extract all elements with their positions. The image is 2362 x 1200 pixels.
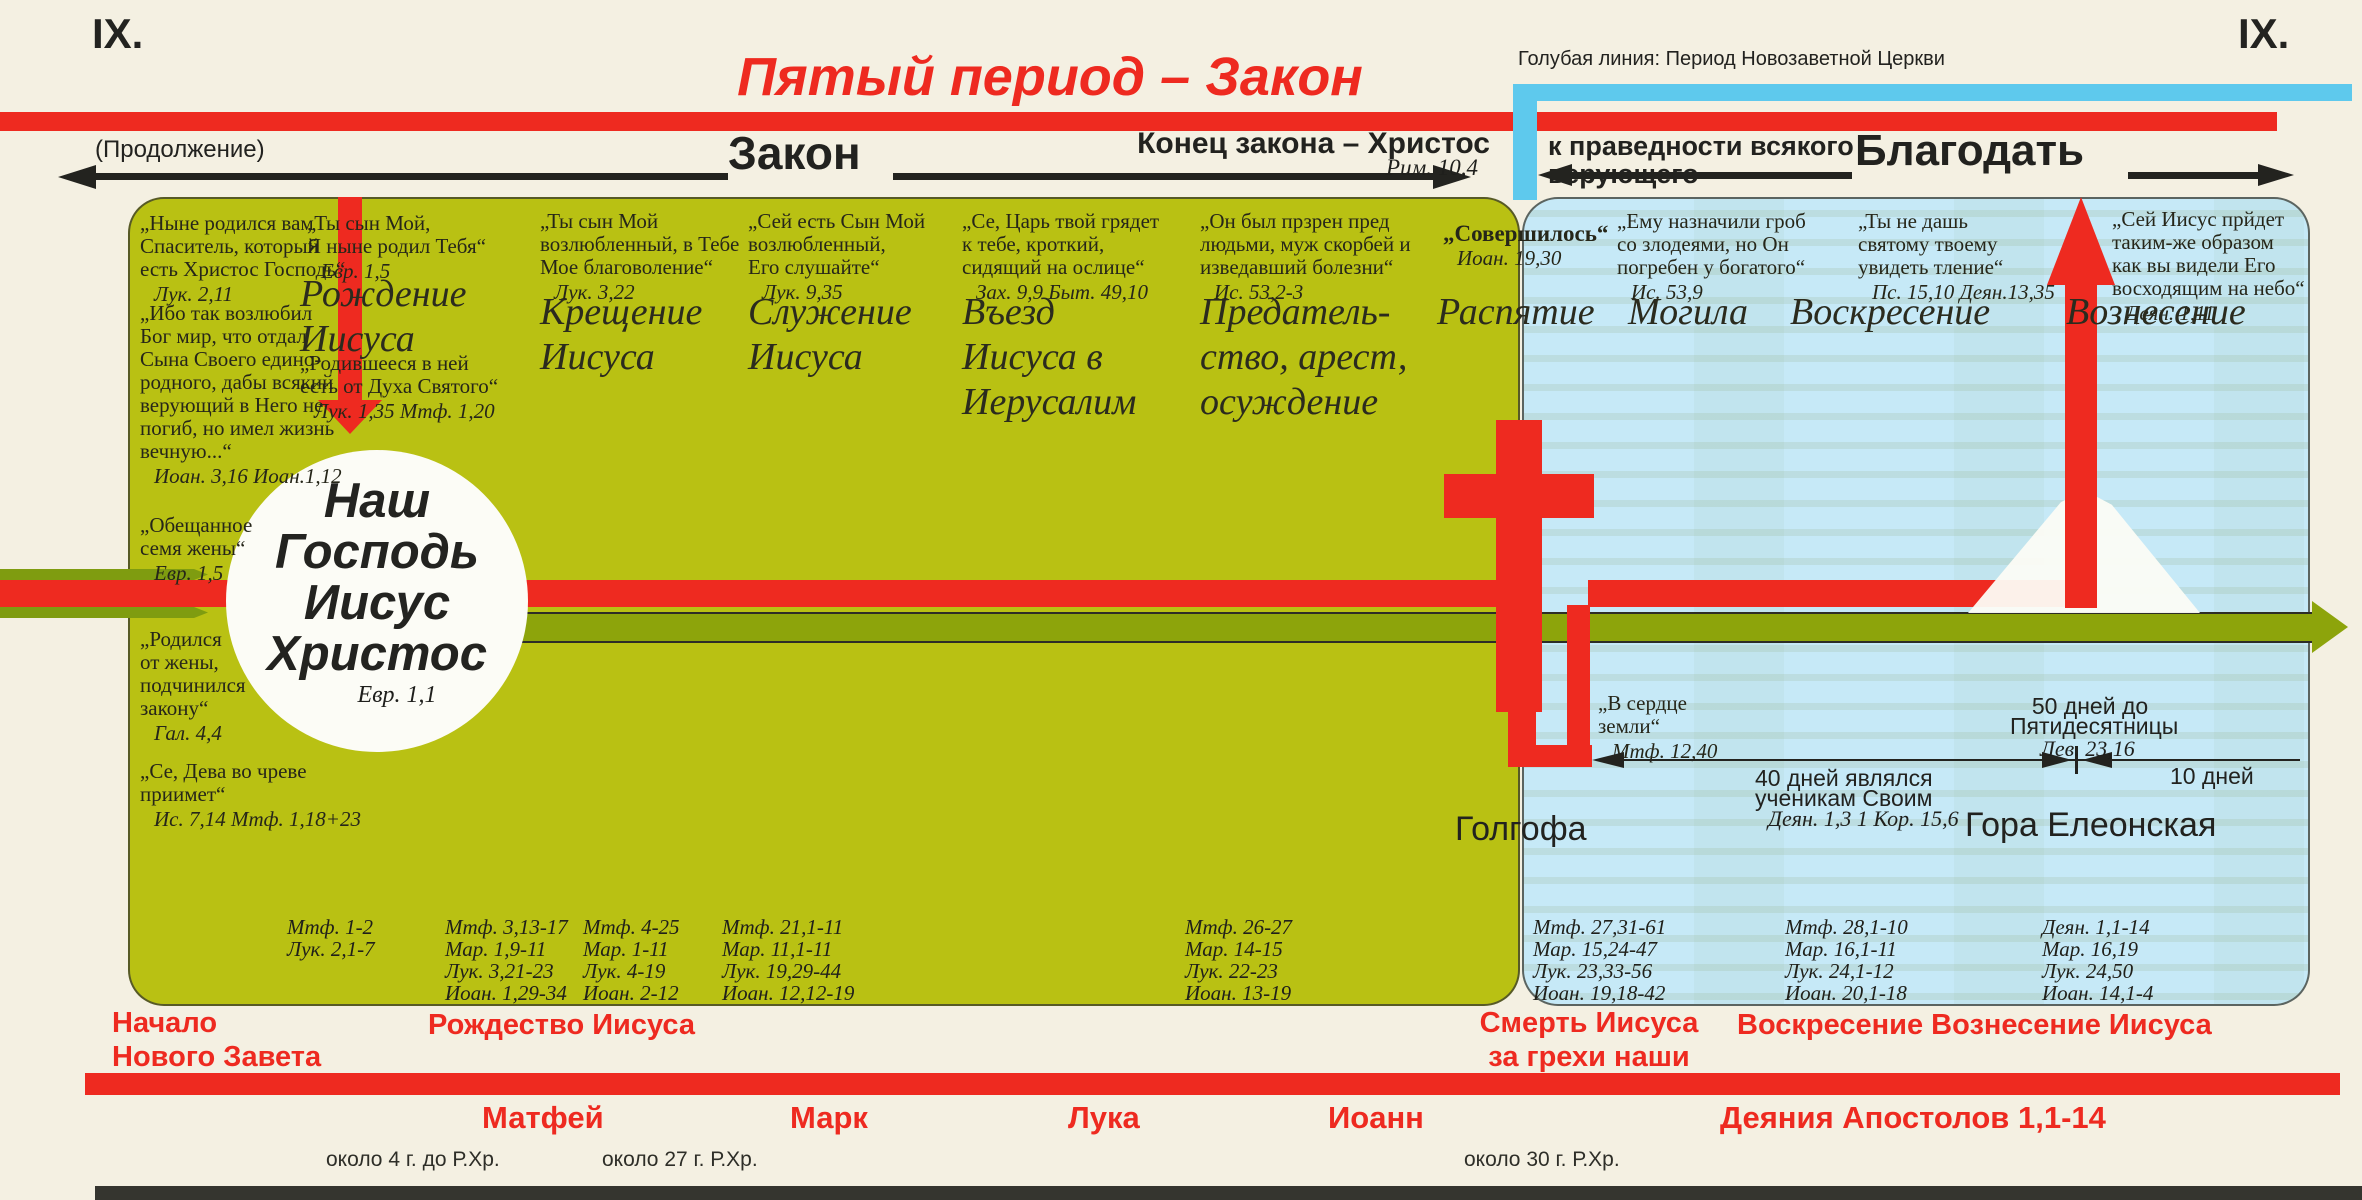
descent-right-leg [1567,605,1590,767]
refs-col-nativity: Мтф. 1-2 Лук. 2,1-7 [287,915,375,961]
jesus-circle-ref: Евр. 1,1 [357,682,437,708]
quote-god-so-loved: „Ибо так возлюбил Бог мир, что отдал Сын… [140,301,342,488]
quote-born-of-woman: „Родился от жены, подчинился закону“ Гал.… [140,627,246,745]
golgotha-label: Голгофа [1455,810,1587,848]
quote-baptism: „Ты сын Мой возлюбленный, в Тебе Мое бла… [540,209,740,304]
cyan-band-connector [1513,84,1537,200]
ribbon-green-bottom [0,607,208,618]
refs-col-entry: Мтф. 21,1-11 Мар. 11,1-11 Лук. 19,29-44 … [722,915,855,1005]
law-end-ref: Рим. 10,4 [1386,155,1478,180]
label-crucifixion: Распятие [1437,291,1595,333]
refs-col-resurrection: Мтф. 28,1-10 Мар. 16,1-11 Лук. 24,1-12 И… [1785,915,1908,1005]
caption-new-testament-start: Начало Нового Завета [112,1007,322,1073]
righteousness-label: к праведности всякого верующего [1548,131,1854,188]
quote-ministry: „Сей есть Сын Мой возлюбленный, Его слуш… [748,209,926,304]
quote-virgin: „Се, Дева во чреве приимет“ Ис. 7,14 Мтф.… [140,759,361,831]
bottom-red-band [85,1073,2340,1095]
days50-label: 50 дней до Пятидесятницы [2010,693,2179,739]
label-grave: Могила [1628,291,1748,333]
grace-arrow-left-head-icon [1538,164,1572,186]
quote-no-decay: „Ты не дашь святому твоему увидеть тлени… [1858,209,2055,304]
date-27ad: около 27 г. Р.Хр. [602,1148,758,1171]
church-period-cyan-band [1513,84,2352,101]
quote-heart-of-earth: „В сердце земли“ Мтф. 12,40 [1598,691,1718,763]
label-baptism: Крещение Иисуса [540,291,703,378]
mount-olivet-label: Гора Елеонская [1965,806,2217,844]
quote-it-is-finished: „Совершилось“ Иоан. 19,30 [1443,221,1609,270]
refs-col-crucifixion: Мтф. 27,31-61 Мар. 15,24-47 Лук. 23,33-5… [1533,915,1667,1005]
days50-converge-right-icon [2042,752,2072,768]
quote-promised-seed: „Обещанное семя жены“ Евр. 1,5 [140,513,253,585]
church-green-band [500,612,2312,643]
caption-death: Смерть Иисуса за грехи наши [1479,1007,1699,1073]
days40-arrow-head-icon [1592,752,1624,768]
days-measure-line [1600,759,2300,761]
blue-line-note: Голубая линия: Период Новозаветной Церкв… [1518,48,1945,70]
caption-nativity: Рождество Иисуса [428,1009,696,1041]
grace-arrow-right-shaft [2128,172,2260,179]
days50-tick [2075,746,2078,774]
gospel-luke: Лука [1068,1100,1140,1135]
days10-label: 10 дней [2170,763,2254,789]
gospel-john: Иоанн [1328,1100,1424,1135]
quote-born-of-spirit: „Родившееся в ней есть от Духа Святого“ Л… [300,351,499,423]
label-birth: Рождение Иисуса [300,273,467,360]
law-arrow-right-head-icon [1433,165,1471,189]
grace-arrow-right-head-icon [2258,164,2294,186]
days50-converge-left-icon [2082,752,2112,768]
gospel-matthew: Матфей [482,1100,604,1135]
bottom-dark-strip [95,1186,2362,1200]
grace-header: Благодать [1855,126,2085,175]
refs-col-ascension: Деян. 1,1-14 Мар. 16,19 Лук. 24,50 Иоан.… [2042,915,2154,1005]
quote-savior-born: „Ныне родился вам Спаситель, который ест… [140,211,346,306]
label-ascension: Вознесение [2066,291,2246,333]
page-title: Пятый период – Закон [737,47,1363,107]
law-arrow-left-head-icon [58,165,96,189]
jesus-circle-title: Наш Господь Иисус Христос [267,474,487,681]
days50-ref: Лев. 23,16 [2040,736,2135,761]
page-number-right: IX. [2238,10,2290,57]
gospel-mark: Марк [790,1100,868,1135]
ascension-arrow-shaft [2065,283,2097,608]
golgotha-cross-beam [1444,474,1594,518]
top-red-band [0,112,2277,131]
continuation-label: (Продолжение) [95,136,265,163]
label-entry: Въезд Иисуса в Иерусалим [962,291,1137,423]
birth-arrow-shaft [338,197,362,402]
law-arrow-left-shaft [94,173,728,180]
ribbon-green-top [0,569,208,580]
law-header: Закон [728,127,861,179]
golgotha-cross-vertical [1496,420,1542,712]
quote-will-return: „Сей Иисус прйдет таким-же образом как в… [2112,207,2305,325]
quote-despised: „Он был прзрен пред людьми, муж скорбей … [1200,209,1411,304]
green-band-arrow-head-icon [2312,601,2348,653]
caption-resurrection-ascension: Воскресение Вознесение Иисуса [1737,1009,2212,1041]
refs-col-passion: Мтф. 26-27 Мар. 14-15 Лук. 22-23 Иоан. 1… [1185,915,1293,1005]
quote-my-son: „Ты сын Мой, Я ныне родил Тебя“ Евр. 1,5 [307,211,486,283]
ascension-arrow-head-icon [2047,197,2115,285]
page-number-left: IX. [92,10,144,57]
days40-label: 40 дней являлся ученикам Своим [1755,765,1933,811]
label-ministry: Служение Иисуса [748,291,912,378]
law-end-title: Конец закона – Христос [1137,127,1490,160]
label-betrayal: Предатель- ство, арест, осуждение [1200,291,1408,423]
quote-entry: „Се, Царь твой грядет к тебе, кроткий, с… [962,209,1160,304]
date-4bc: около 4 г. до Р.Хр. [326,1148,500,1171]
label-resurrection: Воскресение [1790,291,1991,333]
grace-arrow-left-shaft [1570,172,1852,179]
refs-col-ministry: Мтф. 4-25 Мар. 1-11 Лук. 4-19 Иоан. 2-12 [583,915,680,1005]
birth-arrow-head-icon [318,400,382,434]
date-30ad: около 30 г. Р.Хр. [1464,1148,1620,1171]
days40-ref: Деян. 1,3 1 Кор. 15,6 [1768,806,1959,831]
quote-grave: „Ему назначили гроб со злодеями, но Он п… [1617,209,1806,304]
jesus-circle: Наш Господь Иисус Христос Евр. 1,1 [226,450,528,752]
refs-col-baptism: Мтф. 3,13-17 Мар. 1,9-11 Лук. 3,21-23 Ио… [445,915,568,1005]
law-arrow-right-shaft [893,173,1433,180]
gospel-acts: Деяния Апостолов 1,1-14 [1720,1100,2106,1135]
